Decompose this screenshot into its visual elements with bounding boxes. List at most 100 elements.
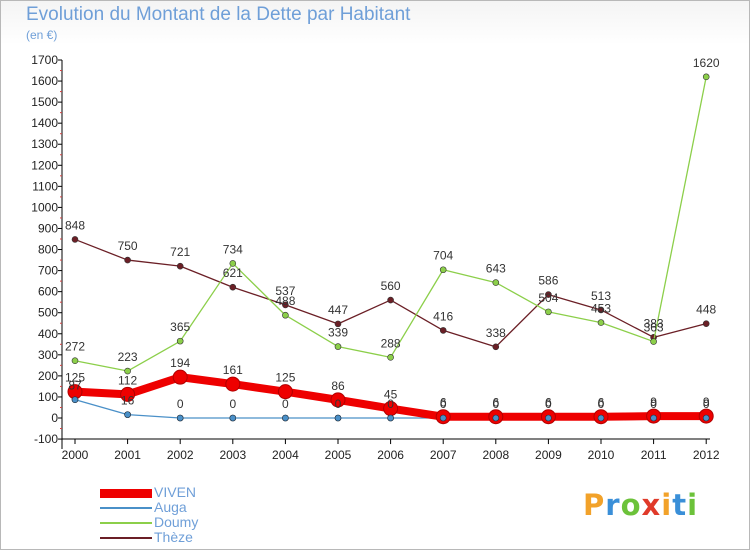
data-label-doumy: 339 [328,326,348,340]
data-label-thze: 448 [696,303,716,317]
x-tick-label: 2004 [272,448,299,462]
y-tick-label: 1400 [31,116,58,130]
data-point-auga-top [545,414,552,422]
legend-item-doumy: Doumy [100,514,300,531]
data-point-doumy [229,260,237,267]
data-label-auga: 0 [703,397,710,411]
data-point-thze [282,301,289,309]
data-label-doumy: 504 [538,291,558,305]
y-tick-label: 1600 [31,74,58,88]
y-tick-label: 200 [38,369,58,383]
data-point-auga-top [439,414,447,422]
x-tick-label: 2002 [167,448,194,462]
data-point-auga-top [492,414,500,422]
data-point-thze [229,283,237,291]
chart-subtitle: (en €) [26,28,58,42]
data-point-thze [124,256,131,264]
data-label-doumy: 223 [118,350,138,364]
data-point-doumy [597,319,605,326]
legend-label-doumy: Doumy [154,514,199,530]
data-point-thze [597,306,605,314]
data-label-auga: 0 [335,397,342,411]
data-label-doumy: 1620 [693,56,720,70]
data-labels-layer: 848 750 721 621 537 447 560 416 338 586 513 383 448 2… [65,56,720,411]
data-point-doumy [71,357,79,365]
data-point-doumy [334,343,342,350]
data-label-auga: 0 [650,397,657,411]
data-point-thze [545,291,552,298]
data-point-doumy [176,337,184,345]
data-label-doumy: 488 [275,294,295,308]
y-tick-label: 300 [38,348,58,362]
y-tick-label: 100 [38,390,58,404]
data-label-auga: 0 [229,397,236,411]
data-point-doumy [492,279,500,286]
data-label-doumy: 704 [433,249,453,263]
data-point-doumy [702,73,710,81]
legend-swatch-theze [100,537,152,539]
data-point-thze [387,296,394,304]
data-label-thze: 537 [275,284,295,298]
data-point-thze [334,320,342,328]
data-label-thze: 560 [381,279,401,293]
proxiti-logo: Proxiti [583,488,698,522]
y-tick-label: 1500 [31,95,58,109]
axes: -100010020030040050060070080090010001100… [31,53,720,462]
y-tick-label: 600 [38,285,58,299]
data-point-doumy [650,338,657,345]
data-point-doumy [124,367,131,375]
data-label-thze: 586 [538,274,558,288]
y-tick-label: 1200 [31,158,58,172]
y-tick-label: -100 [34,432,58,446]
logo-letter: i [687,488,699,522]
data-label-viven: 6 [440,396,447,410]
data-point-auga-top [334,414,342,422]
data-point-auga-top [650,414,657,422]
data-label-doumy: 365 [170,320,190,334]
series-layer [67,73,714,425]
data-point-viven [172,369,188,385]
data-label-thze: 621 [223,266,243,280]
data-label-doumy: 288 [381,336,401,350]
data-label-viven: 6 [492,396,499,410]
y-tick-label: 1100 [32,179,58,193]
x-tick-label: 2012 [693,448,720,462]
data-point-auga-top [71,396,79,403]
data-point-auga-top [387,414,394,422]
data-point-doumy [439,266,447,274]
data-label-viven: 86 [331,379,345,393]
data-point-auga-top [229,414,237,422]
data-point-auga-top [176,414,184,422]
legend-label-viven: VIVEN [154,484,197,500]
data-point-thze [439,327,447,334]
y-tick-label: 500 [38,306,58,320]
x-tick-label: 2006 [377,448,404,462]
x-tick-label: 2011 [641,448,667,462]
data-label-viven: 9 [650,395,657,409]
legend-swatch-auga [100,507,152,509]
legend-swatch-viven [100,488,152,498]
y-tick-label: 900 [38,221,58,235]
legend-item-theze: Thèze [100,529,300,546]
data-label-thze: 721 [170,245,190,259]
data-label-auga: 16 [121,394,135,408]
data-point-viven [277,384,293,400]
data-label-auga: 0 [545,397,552,411]
data-label-thze: 338 [486,326,506,340]
data-point-auga-top [124,411,131,418]
data-label-viven: 194 [170,356,190,370]
data-point-viven [225,376,241,392]
data-point-thze [702,320,710,327]
data-label-viven: 45 [384,388,398,402]
data-point-auga-top [282,414,289,422]
data-label-viven: 161 [223,363,243,377]
data-label-viven: 6 [545,396,552,410]
data-label-auga: 87 [68,379,82,393]
x-tick-label: 2001 [114,448,141,462]
data-label-viven: 6 [598,396,605,410]
logo-letter: P [583,488,606,522]
y-tick-label: 0 [51,411,58,425]
legend-item-auga: Auga [100,499,300,516]
